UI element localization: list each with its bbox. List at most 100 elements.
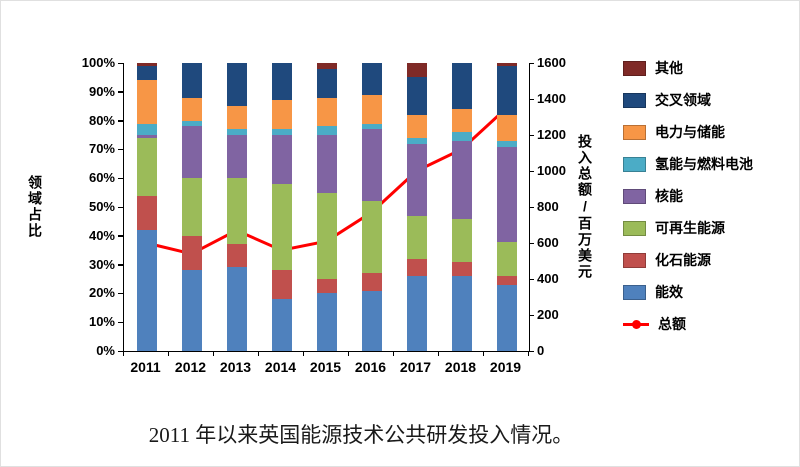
bar-segment bbox=[406, 276, 427, 351]
bar-segment bbox=[136, 195, 157, 231]
legend-item: 交叉领域 bbox=[623, 89, 793, 111]
left-axis-tick-label: 60% bbox=[88, 170, 115, 186]
left-axis-tick-label: 90% bbox=[88, 83, 115, 99]
bar-segment bbox=[181, 63, 202, 98]
bar-segment bbox=[406, 77, 427, 115]
bar-segment bbox=[316, 135, 337, 193]
legend-item-total: 总额 bbox=[623, 313, 793, 335]
tick-mark bbox=[527, 351, 529, 356]
stacked-bar bbox=[181, 63, 202, 351]
x-axis-tick-label: 2015 bbox=[309, 359, 342, 375]
tick-mark bbox=[392, 351, 394, 356]
tick-mark bbox=[529, 98, 534, 100]
bar-segment bbox=[271, 299, 292, 351]
tick-mark bbox=[118, 235, 123, 237]
legend-item: 氢能与燃料电池 bbox=[623, 153, 793, 175]
bar-segment bbox=[136, 123, 157, 136]
tick-mark bbox=[529, 278, 534, 280]
bar-segment bbox=[136, 137, 157, 196]
bar-segment bbox=[271, 63, 292, 101]
tick-mark bbox=[118, 264, 123, 266]
legend-label: 交叉领域 bbox=[655, 92, 711, 108]
bar-segment bbox=[361, 290, 382, 351]
tick-mark bbox=[167, 351, 169, 356]
legend-label: 化石能源 bbox=[655, 252, 711, 268]
bar-segment bbox=[316, 192, 337, 280]
bar-segment bbox=[451, 109, 472, 133]
bar-segment bbox=[361, 273, 382, 291]
tick-mark bbox=[118, 120, 123, 122]
legend-label: 电力与储能 bbox=[655, 124, 725, 140]
bar-segment bbox=[451, 261, 472, 277]
legend-item: 其他 bbox=[623, 57, 793, 79]
legend-label: 可再生能源 bbox=[655, 220, 725, 236]
legend-swatch bbox=[623, 156, 646, 172]
x-axis-tick-label: 2017 bbox=[399, 359, 432, 375]
bar-segment bbox=[316, 279, 337, 294]
legend-item: 化石能源 bbox=[623, 249, 793, 271]
left-axis-tick-label: 100% bbox=[81, 55, 115, 70]
bar-segment bbox=[496, 284, 517, 351]
bar-segment bbox=[361, 123, 382, 130]
legend-swatch bbox=[623, 220, 646, 236]
bar-segment bbox=[181, 120, 202, 127]
bar-segment bbox=[451, 276, 472, 351]
bar-segment bbox=[136, 135, 157, 138]
bar-segment bbox=[316, 97, 337, 127]
left-axis-tick-label: 0% bbox=[96, 343, 115, 358]
bar-segment bbox=[226, 106, 247, 130]
bar-segment bbox=[496, 241, 517, 277]
legend-label: 其他 bbox=[655, 60, 683, 76]
left-axis-tick-label: 10% bbox=[88, 314, 115, 330]
tick-mark bbox=[118, 350, 123, 352]
tick-mark bbox=[529, 134, 534, 136]
bar-segment bbox=[496, 276, 517, 285]
right-axis-tick-label: 800 bbox=[537, 199, 559, 214]
legend: 其他 交叉领域 电力与储能 氢能与燃料电池 核能 可再生能源 化石能源 能效 总额 bbox=[623, 57, 793, 335]
bar-segment bbox=[226, 244, 247, 268]
tick-mark bbox=[118, 91, 123, 93]
tick-mark bbox=[118, 148, 123, 151]
bar-segment bbox=[181, 270, 202, 351]
tick-mark bbox=[437, 351, 439, 356]
right-axis-tick-label: 1400 bbox=[537, 91, 566, 106]
legend-label: 核能 bbox=[655, 188, 683, 204]
tick-mark bbox=[347, 351, 349, 356]
right-axis-tick-label: 1600 bbox=[537, 55, 566, 70]
right-axis-tick-label: 1000 bbox=[537, 163, 566, 178]
tick-mark bbox=[529, 62, 534, 64]
tick-mark bbox=[529, 314, 534, 316]
tick-mark bbox=[529, 242, 534, 244]
tick-mark bbox=[118, 321, 123, 324]
bar-segment bbox=[361, 201, 382, 274]
tick-mark bbox=[529, 206, 534, 208]
left-axis-tick-label: 70% bbox=[88, 141, 115, 157]
tick-mark bbox=[529, 170, 534, 172]
bar-segment bbox=[136, 230, 157, 351]
bar-segment bbox=[181, 97, 202, 121]
tick-mark bbox=[302, 351, 304, 356]
x-axis-tick-label: 2011 bbox=[130, 359, 161, 375]
stacked-bar bbox=[451, 63, 472, 351]
left-axis-tick-label: 80% bbox=[88, 112, 115, 128]
left-axis-tick-label: 30% bbox=[88, 256, 115, 272]
bar-segment bbox=[361, 94, 382, 124]
tick-mark bbox=[529, 350, 534, 352]
left-axis-title: 领域占比 bbox=[27, 175, 43, 239]
right-axis-tick-label: 1200 bbox=[537, 127, 566, 142]
bar-segment bbox=[316, 68, 337, 98]
stacked-bar bbox=[136, 63, 157, 351]
right-axis-tick-label: 400 bbox=[537, 271, 559, 286]
stacked-bar bbox=[406, 63, 427, 351]
bar-segment bbox=[496, 146, 517, 242]
bar-segment bbox=[406, 215, 427, 259]
tick-mark bbox=[482, 351, 484, 356]
bar-segment bbox=[316, 63, 337, 69]
bar-segment bbox=[271, 100, 292, 130]
tick-mark bbox=[118, 62, 123, 64]
bar-segment bbox=[226, 135, 247, 179]
bar-segment bbox=[406, 143, 427, 216]
right-axis-tick-label: 600 bbox=[537, 235, 559, 250]
bar-segment bbox=[271, 270, 292, 300]
